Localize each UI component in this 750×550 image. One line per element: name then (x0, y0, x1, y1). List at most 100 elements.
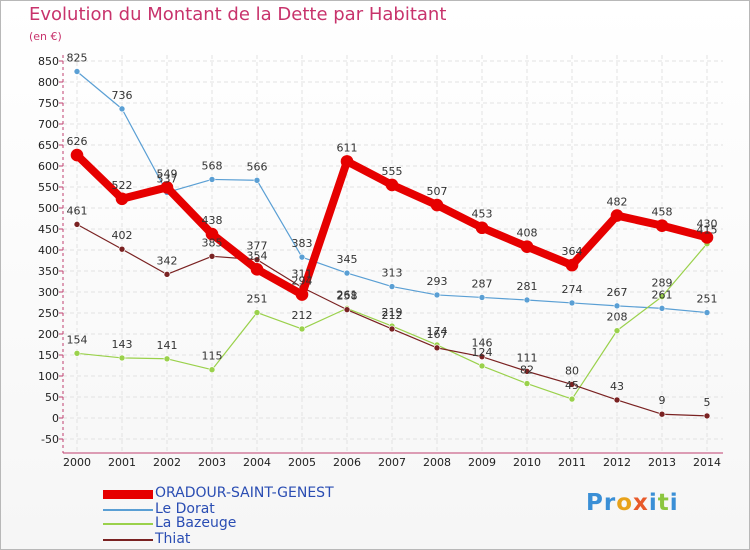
data-point (253, 176, 261, 184)
data-point (475, 221, 489, 235)
data-point (568, 299, 576, 307)
data-point (478, 362, 486, 370)
data-point (118, 105, 126, 113)
data-point (610, 209, 624, 222)
data-point (613, 396, 621, 404)
data-label: 289 (652, 277, 673, 290)
x-tick-label: 2002 (153, 456, 181, 469)
y-tick-label: 500 (38, 202, 59, 215)
y-tick-label: 700 (38, 118, 59, 131)
data-point (208, 176, 216, 183)
data-point (433, 344, 441, 352)
data-label: 377 (247, 240, 268, 253)
x-tick-label: 2000 (63, 456, 91, 469)
data-label: 415 (697, 224, 718, 237)
data-label: 438 (202, 214, 223, 227)
x-tick-label: 2012 (603, 456, 631, 469)
x-tick-label: 2005 (288, 456, 316, 469)
data-point (655, 219, 669, 232)
data-point (388, 325, 396, 333)
data-label: 461 (67, 204, 88, 217)
data-point (343, 269, 351, 277)
y-tick-label: 150 (38, 349, 59, 362)
data-point (658, 293, 666, 300)
data-label: 354 (247, 249, 268, 262)
data-label: 251 (247, 293, 268, 306)
y-tick-label: 250 (38, 307, 59, 320)
data-label: 555 (382, 165, 403, 178)
data-label: 167 (427, 328, 448, 341)
data-point (163, 271, 171, 278)
x-tick-label: 2001 (108, 456, 136, 469)
y-tick-label: 400 (38, 244, 59, 257)
data-label: 311 (292, 267, 313, 280)
data-point (433, 291, 441, 299)
y-tick-label: 750 (38, 97, 59, 110)
data-point (70, 148, 84, 162)
proxiti-logo: Proxiti (586, 490, 679, 516)
data-point (478, 353, 486, 360)
data-point (568, 381, 576, 388)
data-label: 507 (427, 185, 448, 198)
data-point (568, 395, 576, 403)
x-tick-label: 2008 (423, 456, 451, 469)
data-label: 141 (157, 339, 178, 352)
data-label: 549 (157, 167, 178, 180)
data-label: 45 (565, 379, 579, 392)
data-label: 385 (202, 236, 223, 249)
y-tick-label: 800 (38, 76, 59, 89)
data-point (523, 368, 531, 375)
legend-label: La Bazeuge (155, 515, 237, 531)
data-point (520, 240, 534, 253)
legend-swatch (103, 490, 153, 499)
data-point (343, 306, 351, 313)
x-tick-label: 2014 (693, 456, 721, 469)
data-point (208, 366, 216, 374)
data-point (250, 263, 264, 276)
data-label: 251 (697, 293, 718, 306)
data-label: 566 (247, 160, 268, 173)
data-point (565, 258, 579, 272)
data-point (298, 325, 306, 333)
data-point (163, 355, 171, 363)
data-label: 146 (472, 337, 493, 350)
data-label: 453 (472, 208, 493, 221)
data-label: 208 (607, 311, 628, 324)
data-point (295, 288, 309, 301)
data-label: 408 (517, 227, 538, 240)
data-label: 174 (427, 325, 448, 338)
y-tick-label: 450 (38, 223, 59, 236)
data-label: 383 (292, 237, 313, 250)
data-label: 281 (517, 280, 538, 293)
data-label: 736 (112, 89, 133, 102)
y-tick-label: 550 (38, 181, 59, 194)
legend-label: Le Dorat (155, 501, 215, 517)
data-label: 43 (610, 380, 624, 393)
data-label: 537 (157, 172, 178, 185)
y-tick-label: 200 (38, 328, 59, 341)
y-tick-label: 650 (38, 139, 59, 152)
y-tick-label: -50 (41, 433, 59, 446)
data-point (703, 412, 711, 420)
y-tick-label: 350 (38, 265, 59, 278)
data-label: 522 (112, 179, 133, 192)
data-point (73, 350, 81, 357)
x-tick-label: 2007 (378, 456, 406, 469)
data-label: 611 (337, 141, 358, 154)
data-point (118, 354, 126, 362)
legend-label: ORADOUR-SAINT-GENEST (155, 485, 334, 501)
x-tick-label: 2009 (468, 456, 496, 469)
legend-label: Thiat (155, 531, 191, 547)
data-label: 261 (337, 288, 358, 301)
data-label: 274 (562, 283, 583, 296)
data-point (388, 283, 396, 290)
data-point (298, 253, 306, 261)
data-point (613, 327, 621, 334)
y-tick-label: 50 (45, 391, 59, 404)
data-point (700, 231, 714, 244)
data-label: 219 (382, 306, 403, 319)
x-tick-label: 2006 (333, 456, 361, 469)
data-label: 626 (67, 135, 88, 148)
y-tick-label: 0 (52, 412, 59, 425)
